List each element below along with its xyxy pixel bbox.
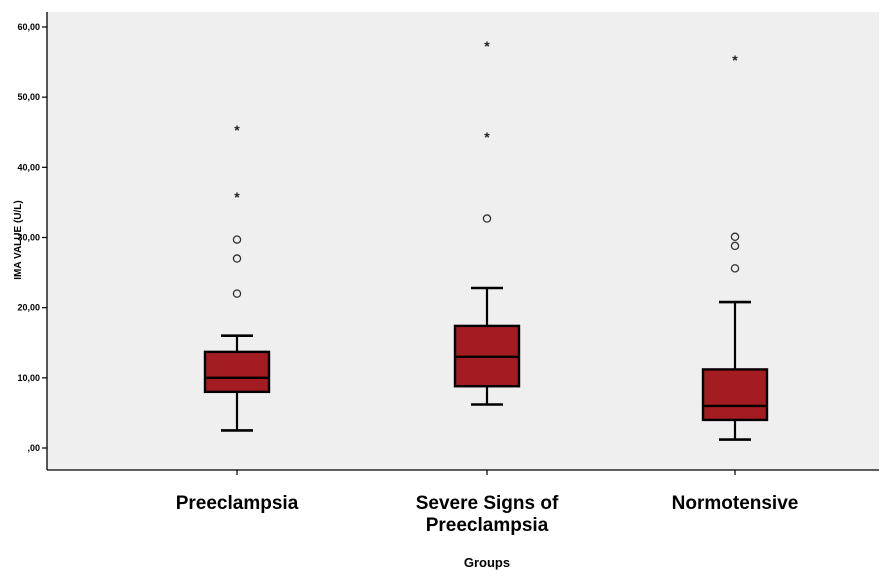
extreme-point: *	[732, 52, 738, 68]
outlier-point	[482, 214, 492, 223]
y-tick-label: 20,00	[17, 303, 40, 313]
y-axis-ticks: ,00 10,00 20,00 30,00 40,00 50,00 60,00	[17, 22, 47, 453]
box-group: *	[701, 52, 769, 441]
extreme-point: *	[484, 129, 490, 145]
box-group: **	[203, 122, 271, 432]
y-tick-label: 60,00	[17, 22, 40, 32]
y-tick-label: 30,00	[17, 232, 40, 242]
extreme-point: *	[234, 122, 240, 138]
y-tick-label: 10,00	[17, 373, 40, 383]
y-axis-title: IMA VALUE (U/L)	[13, 200, 24, 279]
box-group: **	[453, 38, 521, 406]
category-labels: Preeclampsia Severe Signs ofPreeclampsiaN…	[176, 493, 799, 536]
outlier-point	[730, 232, 740, 242]
outlier-point	[232, 235, 242, 244]
outlier-point	[232, 289, 242, 298]
iqr-box	[701, 368, 769, 422]
category-label: Severe Signs of	[416, 493, 559, 514]
y-tick-label: 50,00	[17, 92, 40, 102]
category-label: Preeclampsia	[426, 515, 549, 536]
category-label: Preeclampsia	[176, 493, 299, 514]
x-axis-title: Groups	[464, 555, 510, 570]
extreme-point: *	[484, 38, 490, 54]
iqr-box	[203, 350, 271, 394]
box-series: ** ***	[203, 38, 769, 441]
extreme-point: *	[234, 189, 240, 205]
x-axis-ticks	[236, 470, 736, 475]
category-label: Normotensive	[672, 493, 799, 514]
outlier-point	[730, 264, 740, 273]
y-tick-label: 40,00	[17, 162, 40, 172]
outlier-point	[232, 254, 242, 263]
y-tick-label: ,00	[27, 443, 40, 453]
outlier-point	[730, 241, 740, 251]
